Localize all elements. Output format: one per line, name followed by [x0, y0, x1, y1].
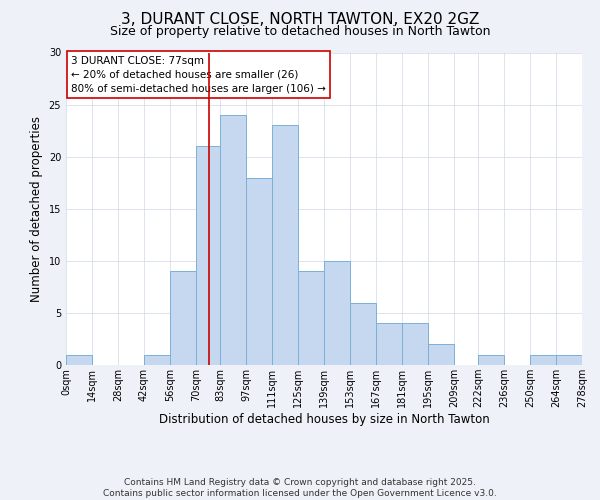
Bar — [428, 344, 454, 365]
Bar — [220, 115, 246, 365]
Text: Contains HM Land Registry data © Crown copyright and database right 2025.
Contai: Contains HM Land Registry data © Crown c… — [103, 478, 497, 498]
Bar — [298, 271, 324, 365]
Bar — [66, 354, 92, 365]
Bar — [246, 178, 272, 365]
X-axis label: Distribution of detached houses by size in North Tawton: Distribution of detached houses by size … — [158, 413, 490, 426]
Bar — [350, 302, 376, 365]
Bar — [556, 354, 582, 365]
Bar — [324, 261, 350, 365]
Text: 3 DURANT CLOSE: 77sqm
← 20% of detached houses are smaller (26)
80% of semi-deta: 3 DURANT CLOSE: 77sqm ← 20% of detached … — [71, 56, 326, 94]
Bar — [530, 354, 556, 365]
Text: 3, DURANT CLOSE, NORTH TAWTON, EX20 2GZ: 3, DURANT CLOSE, NORTH TAWTON, EX20 2GZ — [121, 12, 479, 28]
Bar — [376, 324, 402, 365]
Y-axis label: Number of detached properties: Number of detached properties — [30, 116, 43, 302]
Bar — [196, 146, 220, 365]
Bar — [478, 354, 504, 365]
Bar — [272, 126, 298, 365]
Text: Size of property relative to detached houses in North Tawton: Size of property relative to detached ho… — [110, 25, 490, 38]
Bar — [170, 271, 196, 365]
Bar — [144, 354, 170, 365]
Bar — [402, 324, 428, 365]
